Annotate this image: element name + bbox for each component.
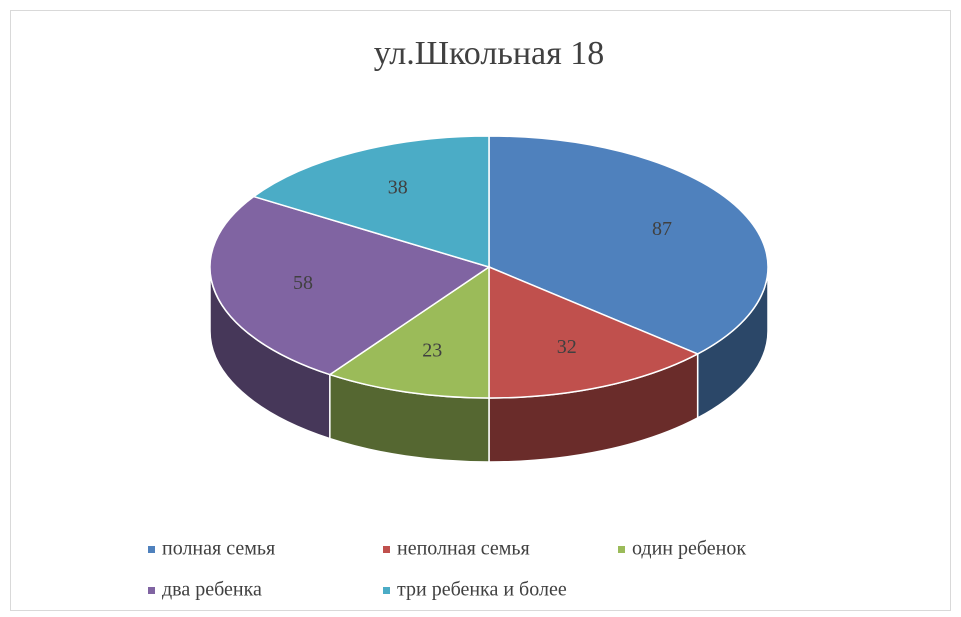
legend-marker — [383, 546, 390, 553]
slice — [209, 195, 491, 376]
data-label: 87 — [652, 218, 672, 240]
slice — [488, 135, 769, 355]
slice — [488, 265, 700, 399]
data-label: 32 — [557, 336, 577, 358]
slice — [252, 135, 490, 269]
legend-marker — [148, 587, 155, 594]
legend-label: два ребенка — [162, 579, 262, 601]
legend-marker — [148, 546, 155, 553]
chart-title: ул.Школьная 18 — [374, 35, 605, 72]
data-label: 38 — [388, 176, 408, 198]
data-label: 58 — [293, 272, 313, 294]
legend-label: три ребенка и более — [397, 579, 567, 601]
legend-label: полная семья — [162, 538, 275, 560]
legend-marker — [618, 546, 625, 553]
legend-label: неполная семья — [397, 538, 530, 560]
legend-label: один ребенок — [632, 538, 746, 560]
data-label: 23 — [422, 340, 442, 362]
slice — [328, 265, 490, 399]
legend-marker — [383, 587, 390, 594]
